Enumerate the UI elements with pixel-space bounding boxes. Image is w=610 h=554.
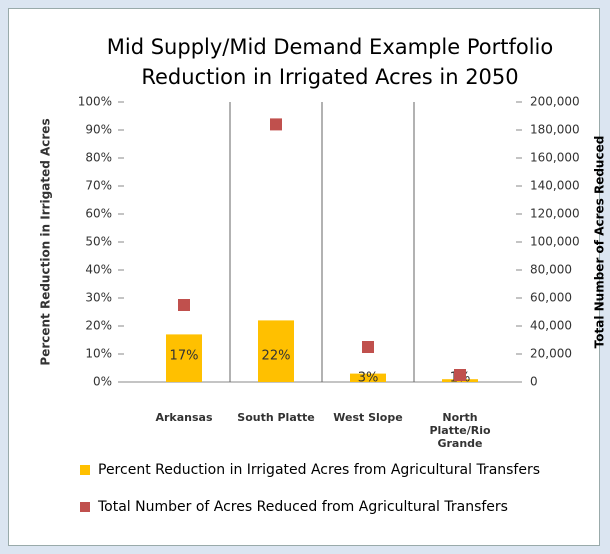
data-label: 3% bbox=[358, 371, 379, 386]
y2-tick-label: 0 bbox=[530, 375, 538, 389]
y2-tick-label: 180,000 bbox=[530, 123, 580, 137]
y-tick-label: 100% bbox=[78, 95, 112, 109]
chart-title: Reduction in Irrigated Acres in 2050 bbox=[141, 65, 518, 89]
y2-tick-label: 160,000 bbox=[530, 151, 580, 165]
bar bbox=[166, 334, 202, 382]
marker bbox=[454, 369, 466, 381]
y2-tick-label: 120,000 bbox=[530, 207, 580, 221]
bar bbox=[258, 320, 294, 382]
x-tick-label: North Platte/Rio Grande bbox=[429, 411, 491, 450]
y2-tick-label: 100,000 bbox=[530, 235, 580, 249]
y2-axis-title: Total Number of Acres Reduced bbox=[593, 136, 607, 349]
data-label: 17% bbox=[170, 349, 199, 364]
y-axis-title: Percent Reduction in Irrigated Acres bbox=[39, 118, 53, 365]
y2-tick-label: 200,000 bbox=[530, 95, 580, 109]
legend-swatch bbox=[80, 465, 90, 475]
x-tick-label: South Platte bbox=[237, 411, 315, 424]
legend-swatch bbox=[80, 502, 90, 512]
data-label: 22% bbox=[262, 349, 291, 364]
y2-tick-label: 140,000 bbox=[530, 179, 580, 193]
y-tick-label: 30% bbox=[85, 291, 112, 305]
y-tick-label: 70% bbox=[85, 179, 112, 193]
marker bbox=[362, 341, 374, 353]
legend-label: Percent Reduction in Irrigated Acres fro… bbox=[98, 462, 540, 478]
marker bbox=[270, 118, 282, 131]
y2-tick-label: 60,000 bbox=[530, 291, 572, 305]
legend-label: Total Number of Acres Reduced from Agric… bbox=[97, 499, 508, 515]
y-tick-label: 20% bbox=[85, 319, 112, 333]
y2-tick-label: 40,000 bbox=[530, 319, 572, 333]
marker bbox=[178, 299, 190, 311]
chart-title: Mid Supply/Mid Demand Example Portfolio bbox=[107, 35, 553, 59]
y-tick-label: 80% bbox=[85, 151, 112, 165]
y-tick-label: 90% bbox=[85, 123, 112, 137]
y-tick-label: 60% bbox=[85, 207, 112, 221]
x-tick-label: Arkansas bbox=[155, 411, 213, 424]
y-tick-label: 50% bbox=[85, 235, 112, 249]
chart-frame bbox=[8, 8, 600, 546]
y-tick-label: 0% bbox=[93, 375, 112, 389]
y2-tick-label: 80,000 bbox=[530, 263, 572, 277]
y2-tick-label: 20,000 bbox=[530, 347, 572, 361]
bar bbox=[350, 373, 386, 382]
y-tick-label: 40% bbox=[85, 263, 112, 277]
x-tick-label: West Slope bbox=[333, 411, 403, 424]
y-tick-label: 10% bbox=[85, 347, 112, 361]
